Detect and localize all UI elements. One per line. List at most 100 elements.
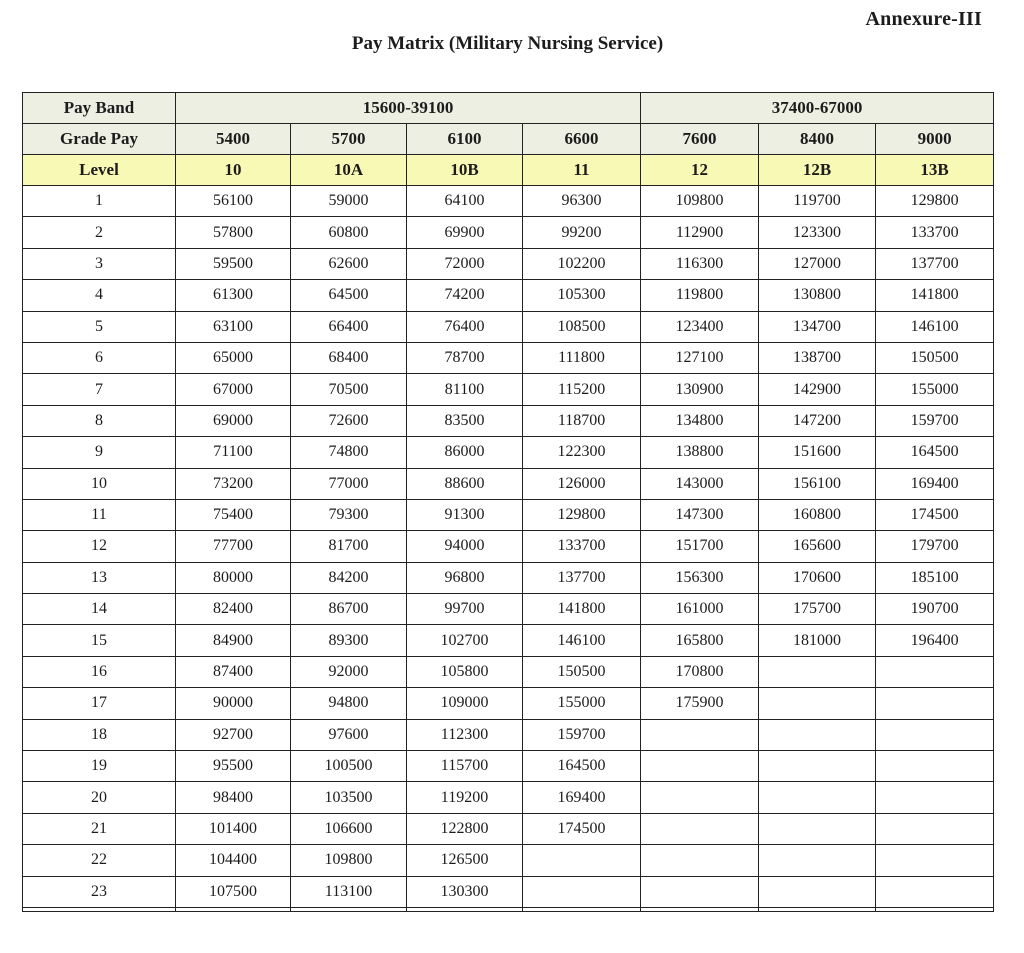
level-value: 13B xyxy=(875,154,995,186)
pay-cell: 127000 xyxy=(758,247,877,281)
pay-cell: 80000 xyxy=(175,561,291,595)
pay-cell: 66400 xyxy=(290,310,407,343)
row-level-cell: 17 xyxy=(22,687,176,720)
pay-cell: 122800 xyxy=(406,812,523,846)
pay-cell xyxy=(640,844,760,877)
pay-cell: 65000 xyxy=(175,341,291,375)
pay-cell: 83500 xyxy=(406,404,523,438)
pay-cell: 146100 xyxy=(875,310,995,343)
table-row: 9 71100 74800 86000 122300 138800 151600 164500 xyxy=(22,436,995,469)
level-value: 10 xyxy=(175,154,291,186)
level-row: Level 10 10A 10B 11 12 12B 13B xyxy=(22,154,995,186)
pay-band-row-label: Pay Band xyxy=(22,92,176,124)
level-row-label: Level xyxy=(22,154,176,186)
pay-cell: 69000 xyxy=(175,404,291,438)
pay-cell: 78700 xyxy=(406,341,523,375)
page-title: Pay Matrix (Military Nursing Service) xyxy=(351,33,664,54)
pay-cell: 68400 xyxy=(290,341,407,375)
pay-cell: 115200 xyxy=(521,373,642,406)
table-row: 21 101400 106600 122800 174500 xyxy=(22,812,995,846)
pay-cell: 108500 xyxy=(521,310,642,343)
pay-cell: 106600 xyxy=(290,812,407,846)
pay-cell: 143000 xyxy=(640,467,760,500)
pay-cell xyxy=(758,687,877,720)
grade-pay-value: 8400 xyxy=(758,123,877,155)
level-value: 12 xyxy=(640,154,760,186)
table-row: 20 98400 103500 119200 169400 xyxy=(22,781,995,814)
pay-cell: 96300 xyxy=(521,184,642,218)
pay-cell: 155000 xyxy=(521,687,642,720)
pay-cell: 82400 xyxy=(175,593,291,626)
pay-cell: 69900 xyxy=(406,216,523,249)
pay-matrix-table: Pay Band 15600-39100 37400-67000 Grade Pay 5… xyxy=(22,92,995,912)
pay-cell: 109800 xyxy=(290,844,407,877)
pay-cell-empty xyxy=(875,906,995,912)
pay-cell xyxy=(875,781,995,814)
table-header: Pay Band 15600-39100 37400-67000 Grade Pay 5… xyxy=(22,92,995,186)
pay-cell: 130300 xyxy=(406,875,523,908)
table-row: 19 95500 100500 115700 164500 xyxy=(22,750,995,783)
row-level-cell: 13 xyxy=(22,561,176,595)
pay-cell: 62600 xyxy=(290,247,407,281)
pay-cell: 129800 xyxy=(875,184,995,218)
pay-cell: 102200 xyxy=(521,247,642,281)
row-level-cell: 15 xyxy=(22,624,176,657)
grade-pay-value: 6600 xyxy=(521,123,642,155)
pay-cell: 73200 xyxy=(175,467,291,500)
pay-cell: 67000 xyxy=(175,373,291,406)
table-row: 2 57800 60800 69900 99200 112900 123300 133700 xyxy=(22,216,995,249)
table-row: 10 73200 77000 88600 126000 143000 156100 16940… xyxy=(22,467,995,500)
grade-pay-value: 5400 xyxy=(175,123,291,155)
pay-cell: 165600 xyxy=(758,530,877,563)
row-level-cell: 5 xyxy=(22,310,176,343)
pay-cell: 160800 xyxy=(758,498,877,532)
pay-cell xyxy=(640,781,760,814)
table-row: 12 77700 81700 94000 133700 151700 165600 17970… xyxy=(22,530,995,563)
pay-cell: 123400 xyxy=(640,310,760,343)
table-row: 22 104400 109800 126500 xyxy=(22,844,995,877)
pay-cell: 137700 xyxy=(875,247,995,281)
pay-cell xyxy=(758,655,877,689)
pay-cell: 129800 xyxy=(521,498,642,532)
pay-cell: 76400 xyxy=(406,310,523,343)
pay-cell: 181000 xyxy=(758,624,877,657)
pay-cell: 146100 xyxy=(521,624,642,657)
row-level-cell: 23 xyxy=(22,875,176,908)
pay-cell: 102700 xyxy=(406,624,523,657)
pay-cell: 90000 xyxy=(175,687,291,720)
pay-cell: 127100 xyxy=(640,341,760,375)
row-level-cell: 11 xyxy=(22,498,176,532)
pay-cell: 169400 xyxy=(875,467,995,500)
grade-pay-value: 6100 xyxy=(406,123,523,155)
pay-cell: 97600 xyxy=(290,718,407,752)
pay-cell: 74800 xyxy=(290,436,407,469)
pay-cell: 95500 xyxy=(175,750,291,783)
pay-cell: 190700 xyxy=(875,593,995,626)
pay-cell: 122300 xyxy=(521,436,642,469)
pay-cell: 170800 xyxy=(640,655,760,689)
pay-band-row: Pay Band 15600-39100 37400-67000 xyxy=(22,92,995,124)
row-level-cell: 1 xyxy=(22,184,176,218)
pay-cell: 71100 xyxy=(175,436,291,469)
pay-cell: 147300 xyxy=(640,498,760,532)
pay-cell: 72000 xyxy=(406,247,523,281)
pay-cell: 119800 xyxy=(640,279,760,312)
grade-pay-value: 9000 xyxy=(875,123,995,155)
pay-cell xyxy=(640,750,760,783)
pay-cell xyxy=(640,875,760,908)
pay-cell xyxy=(758,781,877,814)
pay-cell: 104400 xyxy=(175,844,291,877)
pay-cell: 92000 xyxy=(290,655,407,689)
pay-cell-empty xyxy=(290,906,407,912)
pay-cell: 57800 xyxy=(175,216,291,249)
pay-cell: 101400 xyxy=(175,812,291,846)
pay-cell: 91300 xyxy=(406,498,523,532)
pay-cell: 89300 xyxy=(290,624,407,657)
pay-cell: 105300 xyxy=(521,279,642,312)
table-row: 6 65000 68400 78700 111800 127100 138700 150500 xyxy=(22,341,995,375)
pay-cell: 84900 xyxy=(175,624,291,657)
level-value: 10A xyxy=(290,154,407,186)
row-level-cell: 16 xyxy=(22,655,176,689)
pay-cell: 92700 xyxy=(175,718,291,752)
